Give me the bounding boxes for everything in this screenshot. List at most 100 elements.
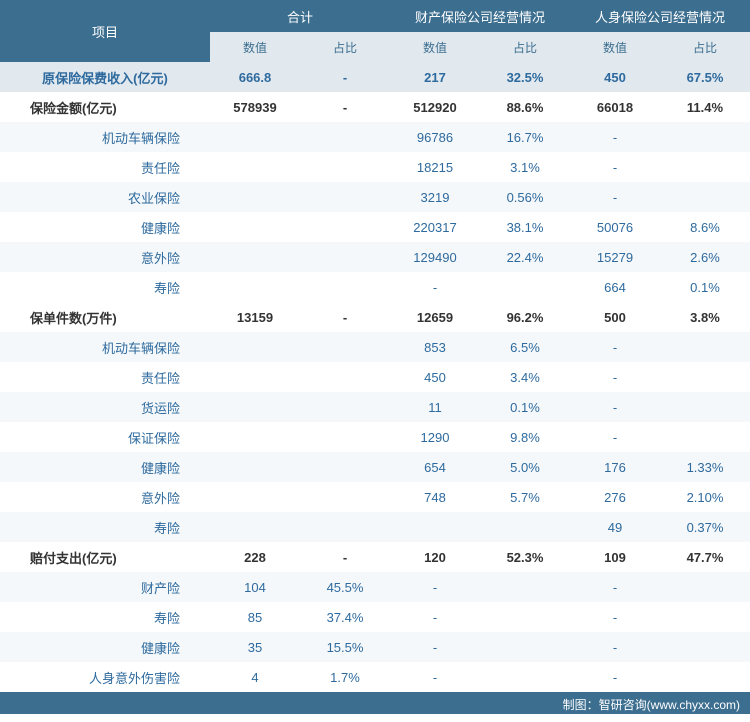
cell: 129490: [390, 242, 480, 272]
cell: 0.56%: [480, 182, 570, 212]
table-row: 保证保险 12909.8%-: [0, 422, 750, 452]
cell: [660, 332, 750, 362]
header-row-groups: 项目 合计 财产保险公司经营情况 人身保险公司经营情况: [0, 0, 750, 32]
table-body: 原保险保费收入(亿元)666.8-21732.5%45067.5%保险金额(亿元…: [0, 62, 750, 692]
table-row: 财产险10445.5%--: [0, 572, 750, 602]
row-label: 寿险: [0, 602, 210, 632]
sub-ratio-2: 占比: [660, 32, 750, 62]
cell: -: [570, 182, 660, 212]
row-label: 保险金额(亿元): [0, 92, 210, 122]
cell: 8.6%: [660, 212, 750, 242]
cell: 37.4%: [300, 602, 390, 632]
cell: 578939: [210, 92, 300, 122]
header-group-1: 财产保险公司经营情况: [390, 0, 570, 32]
cell: [480, 662, 570, 692]
row-label: 意外险: [0, 482, 210, 512]
cell: [300, 122, 390, 152]
cell: [480, 512, 570, 542]
cell: -: [570, 662, 660, 692]
cell: [300, 452, 390, 482]
cell: 450: [570, 62, 660, 92]
cell: -: [570, 152, 660, 182]
cell: 49: [570, 512, 660, 542]
cell: -: [390, 632, 480, 662]
cell: [480, 572, 570, 602]
cell: [210, 272, 300, 302]
cell: 3.1%: [480, 152, 570, 182]
cell: [300, 212, 390, 242]
cell: 176: [570, 452, 660, 482]
cell: [660, 422, 750, 452]
table-row: 责任险4503.4%-: [0, 362, 750, 392]
table-row: 原保险保费收入(亿元)666.8-21732.5%45067.5%: [0, 62, 750, 92]
cell: -: [570, 122, 660, 152]
row-label: 赔付支出(亿元): [0, 542, 210, 572]
cell: 5.7%: [480, 482, 570, 512]
header-item: 项目: [0, 0, 210, 62]
table-row: 意外险7485.7%2762.10%: [0, 482, 750, 512]
cell: [300, 512, 390, 542]
cell: 67.5%: [660, 62, 750, 92]
row-label: 责任险: [0, 152, 210, 182]
row-label: 健康险: [0, 452, 210, 482]
cell: -: [300, 62, 390, 92]
cell: 96786: [390, 122, 480, 152]
cell: -: [390, 602, 480, 632]
cell: 35: [210, 632, 300, 662]
cell: 3.8%: [660, 302, 750, 332]
row-label: 农业保险: [0, 182, 210, 212]
cell: -: [570, 392, 660, 422]
cell: 45.5%: [300, 572, 390, 602]
cell: -: [570, 422, 660, 452]
cell: 654: [390, 452, 480, 482]
cell: 18215: [390, 152, 480, 182]
row-label: 意外险: [0, 242, 210, 272]
cell: [390, 512, 480, 542]
cell: 228: [210, 542, 300, 572]
table-row: 寿险-6640.1%: [0, 272, 750, 302]
cell: 4: [210, 662, 300, 692]
cell: -: [570, 632, 660, 662]
cell: 1.33%: [660, 452, 750, 482]
cell: [300, 182, 390, 212]
cell: [660, 122, 750, 152]
cell: 96.2%: [480, 302, 570, 332]
cell: [210, 482, 300, 512]
row-label: 财产险: [0, 572, 210, 602]
cell: 52.3%: [480, 542, 570, 572]
table-row: 健康险6545.0%1761.33%: [0, 452, 750, 482]
cell: [660, 602, 750, 632]
cell: [300, 362, 390, 392]
cell: 853: [390, 332, 480, 362]
sub-value-0: 数值: [210, 32, 300, 62]
cell: 12659: [390, 302, 480, 332]
cell: 1290: [390, 422, 480, 452]
cell: 15.5%: [300, 632, 390, 662]
cell: [300, 392, 390, 422]
table-row: 健康险3515.5%--: [0, 632, 750, 662]
cell: -: [390, 662, 480, 692]
cell: -: [570, 332, 660, 362]
cell: [210, 422, 300, 452]
cell: 9.8%: [480, 422, 570, 452]
table-row: 赔付支出(亿元)228-12052.3%10947.7%: [0, 542, 750, 572]
cell: 1.7%: [300, 662, 390, 692]
cell: [300, 152, 390, 182]
footer-credit: 制图：智研咨询(www.chyxx.com): [0, 692, 750, 714]
cell: 85: [210, 602, 300, 632]
row-label: 寿险: [0, 512, 210, 542]
cell: 38.1%: [480, 212, 570, 242]
row-label: 保单件数(万件): [0, 302, 210, 332]
cell: [300, 422, 390, 452]
row-label: 保证保险: [0, 422, 210, 452]
cell: [210, 452, 300, 482]
cell: [660, 632, 750, 662]
cell: [480, 632, 570, 662]
cell: [660, 152, 750, 182]
row-label: 责任险: [0, 362, 210, 392]
table-row: 责任险 182153.1%-: [0, 152, 750, 182]
cell: [660, 182, 750, 212]
table-row: 寿险490.37%: [0, 512, 750, 542]
table-row: 意外险12949022.4%152792.6%: [0, 242, 750, 272]
cell: -: [300, 542, 390, 572]
